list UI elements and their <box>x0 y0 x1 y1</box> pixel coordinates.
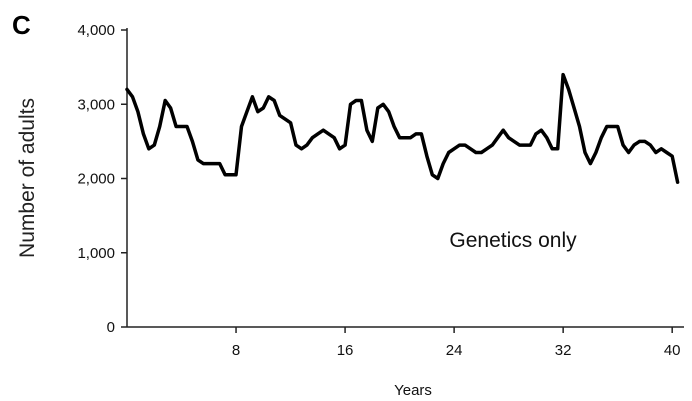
x-tick-label: 24 <box>446 342 463 359</box>
y-tick-label: 1,000 <box>77 245 115 262</box>
x-axis-label: Years <box>394 382 432 399</box>
annotation-text: Genetics only <box>449 229 577 252</box>
x-tick-label: 32 <box>555 342 572 359</box>
y-tick-label: 2,000 <box>77 171 115 188</box>
x-tick-label: 16 <box>337 342 354 359</box>
y-tick-label: 4,000 <box>77 22 115 39</box>
x-tick-label: 8 <box>232 342 240 359</box>
panel-label: C <box>12 10 31 40</box>
x-tick-label: 40 <box>664 342 681 359</box>
y-axis-label: Number of adults <box>16 98 39 258</box>
y-tick-label: 3,000 <box>77 96 115 113</box>
series-group <box>125 72 680 184</box>
y-tick-label: 0 <box>107 319 115 336</box>
series-line <box>125 72 680 184</box>
axes: 0 1,000 2,000 3,000 4,000 8 16 24 32 40 <box>77 22 684 359</box>
